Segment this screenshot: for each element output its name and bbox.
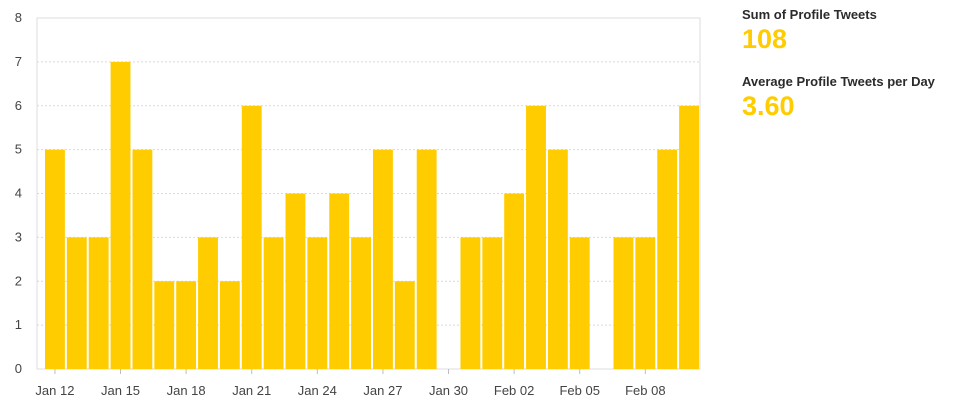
bar[interactable] bbox=[504, 193, 525, 370]
bar[interactable] bbox=[547, 149, 568, 369]
bar[interactable] bbox=[526, 105, 546, 369]
y-tick-label: 4 bbox=[15, 186, 22, 201]
average-value: 3.60 bbox=[742, 91, 795, 121]
bar[interactable] bbox=[329, 193, 350, 370]
y-tick-label: 5 bbox=[15, 142, 22, 157]
bar[interactable] bbox=[132, 149, 153, 369]
x-tick-label: Jan 15 bbox=[101, 383, 140, 398]
x-tick-label: Feb 02 bbox=[494, 383, 534, 398]
average-label: Average Profile Tweets per Day bbox=[742, 74, 935, 89]
x-tick-label: Jan 27 bbox=[363, 383, 402, 398]
bar[interactable] bbox=[154, 281, 175, 369]
bar[interactable] bbox=[351, 237, 371, 369]
bar[interactable] bbox=[569, 237, 590, 369]
sum-label: Sum of Profile Tweets bbox=[742, 7, 877, 22]
x-axis: Jan 12 Jan 15 Jan 18 Jan 21 Jan 24 Jan 27 Jan … bbox=[35, 369, 666, 398]
bar[interactable] bbox=[373, 149, 393, 369]
y-axis: 0 1 2 3 4 5 6 7 8 bbox=[15, 10, 22, 376]
x-tick-label: Feb 05 bbox=[559, 383, 599, 398]
bar[interactable] bbox=[66, 237, 87, 369]
bar[interactable] bbox=[482, 237, 503, 369]
bar[interactable] bbox=[45, 149, 65, 369]
bar[interactable] bbox=[241, 105, 262, 369]
bars bbox=[45, 61, 699, 370]
bar[interactable] bbox=[88, 237, 109, 369]
bar[interactable] bbox=[307, 237, 328, 369]
bar[interactable] bbox=[394, 281, 415, 369]
bar[interactable] bbox=[198, 237, 218, 369]
bar[interactable] bbox=[176, 281, 197, 369]
bar[interactable] bbox=[613, 237, 634, 369]
bar[interactable] bbox=[263, 237, 284, 369]
x-tick-label: Jan 21 bbox=[232, 383, 271, 398]
bar[interactable] bbox=[219, 281, 240, 369]
x-tick-label: Jan 24 bbox=[298, 383, 337, 398]
bar[interactable] bbox=[416, 149, 437, 369]
bar[interactable] bbox=[460, 237, 481, 369]
y-tick-label: 2 bbox=[15, 273, 22, 288]
x-tick-label: Feb 08 bbox=[625, 383, 665, 398]
y-tick-label: 6 bbox=[15, 98, 22, 113]
y-tick-label: 8 bbox=[15, 10, 22, 25]
x-tick-label: Jan 18 bbox=[167, 383, 206, 398]
x-tick-label: Jan 12 bbox=[35, 383, 74, 398]
profile-tweets-bar-chart: 0 1 2 3 4 5 6 7 8 Jan 12 Jan 15 Jan 18 Jan 21 Jan 24… bbox=[15, 10, 701, 398]
x-tick-label: Jan 30 bbox=[429, 383, 468, 398]
stats-panel: Sum of Profile Tweets 108 Average Profil… bbox=[742, 6, 952, 140]
bar[interactable] bbox=[635, 237, 656, 369]
y-tick-label: 3 bbox=[15, 229, 22, 244]
y-tick-label: 0 bbox=[15, 361, 22, 376]
bar[interactable] bbox=[679, 105, 699, 369]
sum-value: 108 bbox=[742, 24, 788, 54]
y-tick-label: 7 bbox=[15, 54, 22, 69]
bar[interactable] bbox=[110, 61, 131, 369]
bar[interactable] bbox=[657, 149, 678, 369]
bar[interactable] bbox=[285, 193, 306, 370]
y-tick-label: 1 bbox=[15, 317, 22, 332]
